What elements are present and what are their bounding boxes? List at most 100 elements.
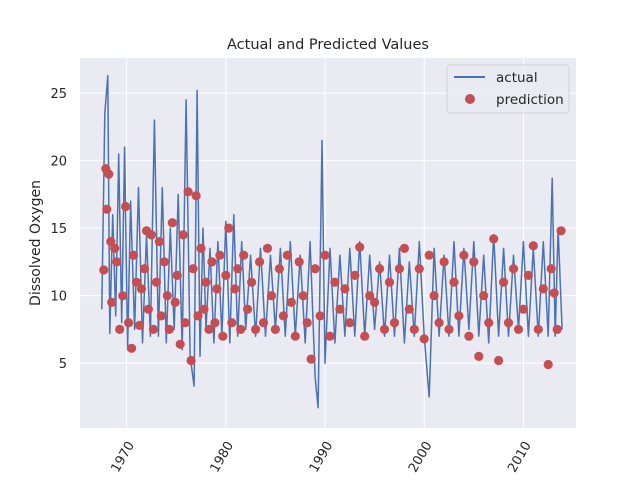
prediction-point bbox=[389, 318, 400, 328]
prediction-point bbox=[419, 334, 429, 344]
prediction-point bbox=[394, 264, 404, 274]
prediction-point bbox=[178, 230, 188, 240]
prediction-point bbox=[159, 257, 169, 267]
prediction-point bbox=[528, 241, 538, 251]
prediction-point bbox=[196, 243, 206, 253]
prediction-point bbox=[143, 304, 153, 314]
prediction-point bbox=[375, 264, 385, 274]
legend-actual-label: actual bbox=[496, 70, 538, 86]
prediction-point bbox=[215, 250, 225, 260]
prediction-point bbox=[180, 318, 190, 328]
prediction-point bbox=[350, 270, 360, 280]
prediction-point bbox=[170, 297, 180, 307]
prediction-point bbox=[533, 324, 543, 334]
prediction-point bbox=[102, 204, 112, 214]
prediction-point bbox=[266, 291, 277, 301]
prediction-point bbox=[131, 277, 142, 287]
prediction-point bbox=[310, 264, 320, 274]
prediction-point bbox=[399, 243, 409, 253]
prediction-point bbox=[315, 311, 325, 321]
legend: actual prediction bbox=[446, 64, 570, 114]
prediction-point bbox=[429, 291, 439, 301]
prediction-point bbox=[538, 284, 548, 294]
prediction-point bbox=[325, 331, 335, 341]
prediction-point bbox=[212, 284, 222, 294]
prediction-point bbox=[489, 234, 499, 244]
prediction-point bbox=[379, 324, 390, 334]
prediction-point bbox=[191, 191, 201, 201]
prediction-point bbox=[484, 318, 494, 328]
prediction-point bbox=[121, 201, 131, 212]
prediction-point bbox=[134, 320, 145, 330]
prediction-point bbox=[204, 324, 214, 334]
prediction-point bbox=[167, 218, 177, 228]
prediction-point bbox=[201, 277, 211, 287]
prediction-point bbox=[513, 324, 524, 334]
prediction-point bbox=[127, 343, 137, 353]
y-tick-label: 15 bbox=[50, 222, 67, 237]
prediction-point bbox=[404, 304, 414, 314]
prediction-point bbox=[258, 318, 269, 328]
prediction-point bbox=[320, 250, 330, 260]
prediction-point bbox=[499, 277, 509, 287]
series-layer bbox=[99, 74, 566, 409]
prediction-point bbox=[247, 277, 257, 287]
prediction-point bbox=[282, 250, 292, 260]
prediction-point bbox=[156, 311, 166, 321]
prediction-point bbox=[136, 284, 147, 294]
prediction-point bbox=[278, 311, 288, 321]
prediction-point bbox=[239, 250, 249, 260]
prediction-point bbox=[107, 297, 117, 307]
prediction-point bbox=[236, 324, 246, 334]
prediction-point bbox=[186, 355, 196, 366]
prediction-point bbox=[139, 264, 150, 274]
prediction-point bbox=[227, 318, 237, 328]
prediction-point bbox=[104, 169, 114, 179]
prediction-point bbox=[370, 297, 380, 307]
y-tick-label: 5 bbox=[59, 357, 67, 372]
prediction-point bbox=[556, 226, 566, 236]
prediction-point bbox=[414, 264, 424, 274]
prediction-point bbox=[106, 237, 116, 247]
prediction-point bbox=[199, 304, 209, 314]
prediction-point bbox=[355, 242, 365, 252]
prediction-point bbox=[459, 250, 469, 260]
prediction-point bbox=[118, 291, 128, 301]
prediction-point bbox=[172, 270, 182, 280]
prediction-point bbox=[164, 324, 174, 334]
prediction-point bbox=[439, 257, 449, 267]
prediction-point bbox=[469, 257, 479, 267]
prediction-point bbox=[479, 291, 489, 301]
prediction-point bbox=[129, 250, 139, 260]
prediction-point bbox=[543, 359, 553, 370]
prediction-point bbox=[218, 331, 228, 341]
prediction-point bbox=[449, 277, 459, 287]
prediction-point bbox=[384, 277, 395, 287]
prediction-point bbox=[503, 318, 514, 328]
prediction-point bbox=[549, 288, 559, 298]
prediction-point bbox=[424, 250, 434, 260]
prediction-point bbox=[552, 324, 562, 334]
y-axis-label: Dissolved Oxygen bbox=[28, 180, 44, 306]
prediction-point bbox=[262, 243, 273, 253]
prediction-point bbox=[148, 324, 158, 334]
prediction-point bbox=[175, 339, 185, 349]
prediction-point bbox=[221, 270, 231, 280]
prediction-point bbox=[255, 257, 265, 267]
prediction-point bbox=[345, 318, 355, 328]
prediction-point bbox=[546, 264, 556, 274]
prediction-point bbox=[233, 264, 243, 274]
prediction-point bbox=[210, 318, 220, 328]
prediction-point bbox=[162, 291, 172, 301]
prediction-point bbox=[183, 187, 193, 197]
prediction-point bbox=[224, 223, 234, 233]
prediction-point bbox=[112, 257, 122, 267]
prediction-point bbox=[154, 237, 164, 247]
series-line-actual bbox=[101, 74, 563, 409]
legend-prediction-label: prediction bbox=[496, 92, 564, 108]
prediction-point bbox=[444, 324, 454, 334]
prediction-point bbox=[188, 264, 198, 274]
prediction-point bbox=[286, 297, 296, 307]
prediction-point bbox=[230, 284, 240, 294]
prediction-point bbox=[99, 265, 109, 275]
